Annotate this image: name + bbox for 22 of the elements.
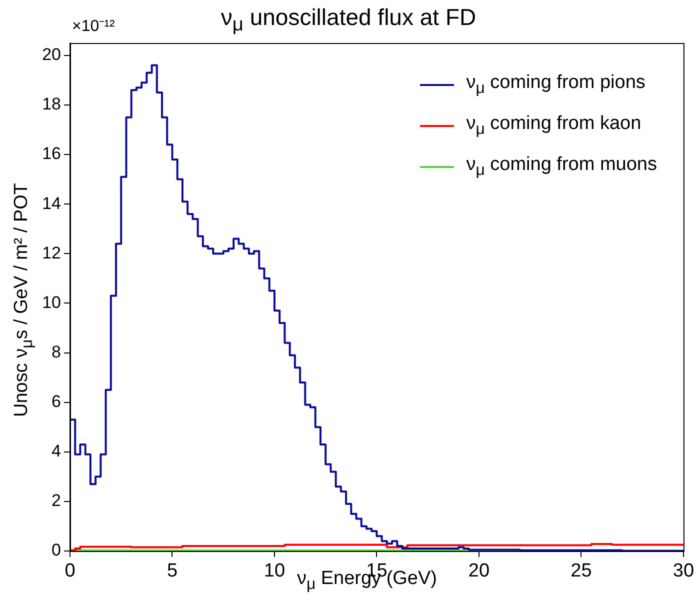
- text: ×10⁻¹²: [72, 17, 115, 36]
- y-tick-label: 10: [42, 292, 61, 312]
- x-tick-label: 30: [672, 560, 694, 582]
- y-tick-label: 6: [52, 392, 61, 412]
- legend-label: ν$_{μ}$ coming from pions: [466, 72, 646, 98]
- y-tick-label: 2: [52, 491, 61, 510]
- x-tick-label: 0: [64, 560, 76, 582]
- y-tick-label: 18: [42, 94, 61, 114]
- chart-title: ν$_{μ}$ unoscillated flux at FD: [220, 4, 476, 36]
- y-tick-label: 20: [42, 45, 61, 64]
- y-tick-label: 16: [42, 144, 61, 164]
- x-tick-label: 25: [570, 560, 592, 582]
- x-tick-label: 10: [264, 560, 286, 582]
- legend-label: ν$_{μ}$ coming from muons: [466, 154, 657, 180]
- x-tick-label: 5: [166, 560, 178, 582]
- y-tick-label: 14: [42, 194, 61, 213]
- x-tick-label: 20: [468, 560, 490, 582]
- legend-label: ν$_{μ}$ coming from kaon: [466, 112, 642, 138]
- y-tick-label: 0: [52, 540, 61, 560]
- y-tick-label: 8: [52, 342, 61, 362]
- y-tick-label: 12: [42, 243, 61, 262]
- y-tick-label: 4: [52, 442, 61, 461]
